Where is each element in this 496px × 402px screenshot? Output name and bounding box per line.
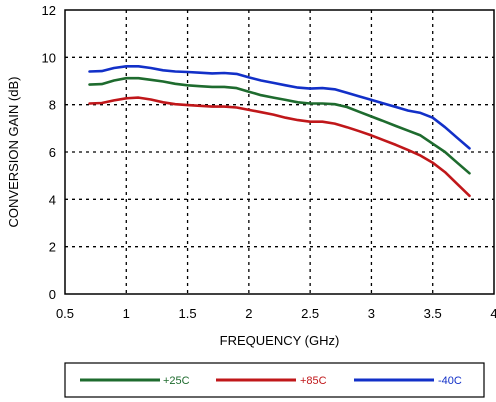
series-line: [88, 76, 471, 175]
legend-label: +85C: [300, 375, 327, 387]
axis-ticks: 0.5 1 1.5 2 2.5 3 3.5 4 0 2 4 6 8 10 12: [42, 3, 496, 321]
legend-label: -40C: [438, 375, 462, 387]
y-tick-label: 4: [49, 192, 56, 207]
x-tick-label: 0.5: [56, 306, 74, 321]
legend: +25C +85C -40C: [80, 375, 462, 387]
x-tick-label: 4: [490, 306, 496, 321]
x-tick-label: 1: [123, 306, 130, 321]
y-tick-label: 10: [42, 50, 56, 65]
x-tick-label: 3: [368, 306, 375, 321]
y-tick-label: 12: [42, 3, 56, 18]
y-axis-label: CONVERSION GAIN (dB): [6, 77, 21, 228]
y-tick-label: 6: [49, 145, 56, 160]
series-line: [88, 65, 471, 150]
y-tick-label: 0: [49, 287, 56, 302]
x-axis-label: FREQUENCY (GHz): [220, 333, 340, 348]
x-tick-label: 3.5: [424, 306, 442, 321]
x-tick-label: 2: [245, 306, 252, 321]
series-line: [88, 96, 471, 198]
x-tick-label: 1.5: [179, 306, 197, 321]
legend-label: +25C: [163, 375, 190, 387]
y-tick-label: 2: [49, 240, 56, 255]
x-tick-label: 2.5: [301, 306, 319, 321]
grid-lines: [65, 10, 494, 294]
y-tick-label: 8: [49, 98, 56, 113]
plot-frame: [64, 9, 495, 295]
series-lines: [88, 65, 471, 198]
